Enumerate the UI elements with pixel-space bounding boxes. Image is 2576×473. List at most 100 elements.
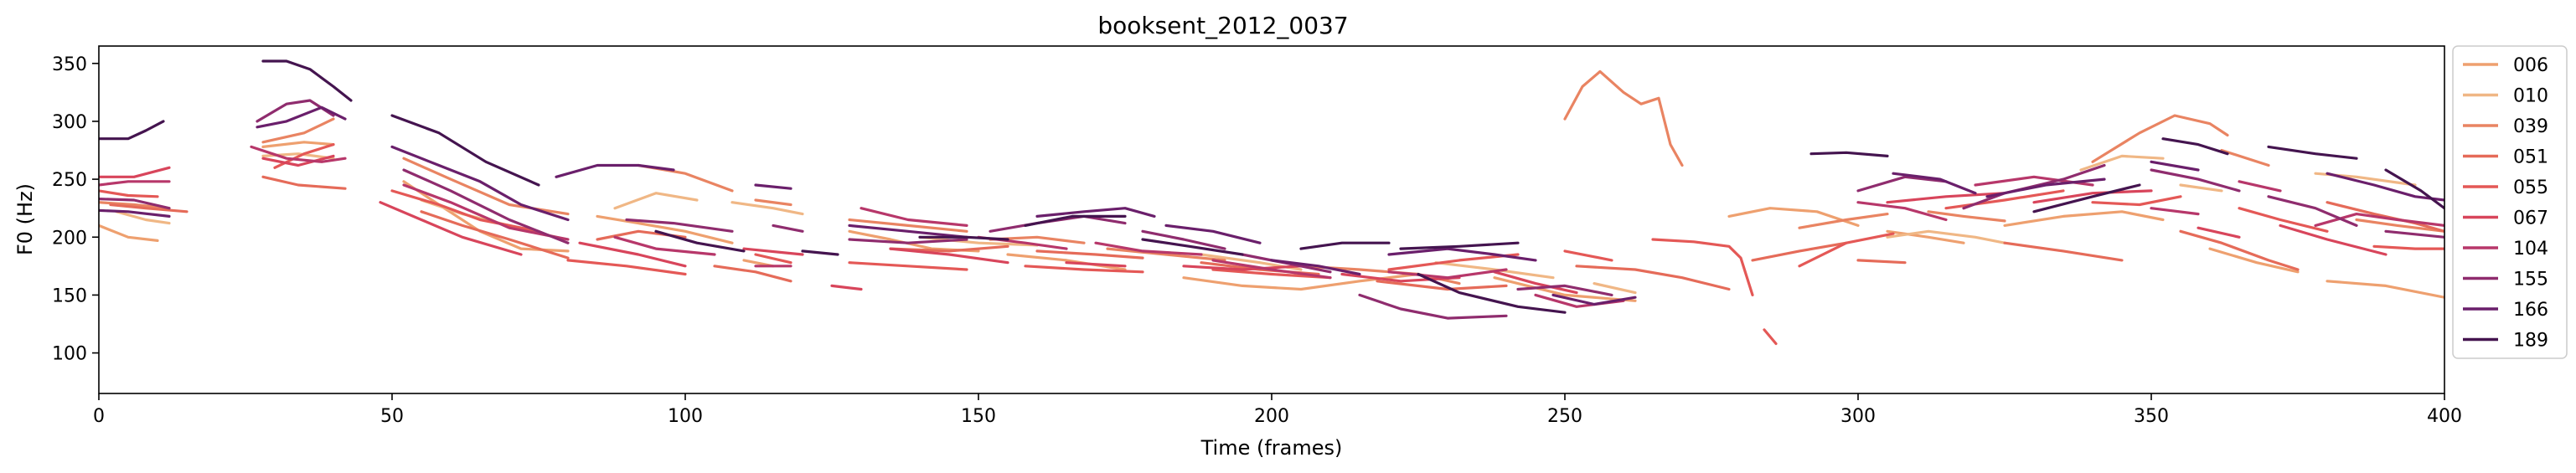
legend-item-006: 006 bbox=[2463, 55, 2548, 76]
series-166-segment-3 bbox=[555, 163, 675, 178]
series-104-segment-8 bbox=[1211, 259, 1332, 280]
series-067-segment-5 bbox=[830, 284, 863, 291]
series-189 bbox=[99, 59, 2444, 314]
series-039-segment-3 bbox=[637, 163, 734, 193]
series-051 bbox=[109, 175, 2444, 291]
legend-label-051: 051 bbox=[2513, 147, 2548, 168]
series-039-segment-12 bbox=[2091, 114, 2229, 163]
series-055-segment-5 bbox=[848, 261, 968, 271]
legend-label-155: 155 bbox=[2513, 270, 2548, 290]
x-tick-label-50: 50 bbox=[380, 406, 404, 427]
legend-label-010: 010 bbox=[2513, 86, 2548, 107]
series-067-segment-6 bbox=[889, 247, 1009, 265]
x-axis-label: Time (frames) bbox=[1200, 436, 1343, 460]
series-189-segment-15 bbox=[2384, 168, 2444, 210]
series-104 bbox=[99, 145, 2444, 308]
series-067-segment-3 bbox=[578, 241, 687, 268]
series-006-segment-13 bbox=[2326, 280, 2444, 299]
series-189-segment-9 bbox=[1399, 241, 1520, 250]
legend-item-155: 155 bbox=[2463, 270, 2548, 290]
legend-item-010: 010 bbox=[2463, 86, 2548, 107]
series-104-segment-9 bbox=[1387, 268, 1508, 280]
series-104-segment-5 bbox=[860, 207, 968, 227]
series-067-segment-1 bbox=[261, 154, 335, 167]
series-155-segment-7 bbox=[1141, 229, 1226, 250]
series-055-segment-10 bbox=[1651, 238, 1754, 296]
series-039-segment-13 bbox=[2220, 148, 2270, 167]
series-010-segment-0 bbox=[115, 210, 171, 225]
legend-item-104: 104 bbox=[2463, 239, 2548, 260]
series-155-segment-11 bbox=[1856, 175, 1948, 193]
series-055-segment-2 bbox=[390, 189, 540, 233]
series-189-segment-2 bbox=[390, 114, 540, 187]
series-189-segment-14 bbox=[2267, 145, 2358, 160]
legend-item-055: 055 bbox=[2463, 177, 2548, 198]
series-166-segment-11 bbox=[1892, 172, 1977, 195]
series-166-segment-10 bbox=[1551, 293, 1637, 306]
series-166-segment-2 bbox=[390, 145, 570, 222]
series-189-segment-12 bbox=[2032, 183, 2141, 213]
series-055-segment-11 bbox=[1763, 328, 1778, 346]
legend-label-189: 189 bbox=[2513, 331, 2548, 352]
series-104-segment-14 bbox=[2238, 180, 2282, 193]
x-tick-label-350: 350 bbox=[2134, 406, 2169, 427]
series-067-segment-13 bbox=[2197, 226, 2241, 239]
series-055-segment-6 bbox=[1024, 265, 1144, 274]
legend-label-006: 006 bbox=[2513, 55, 2548, 76]
series-055-segment-13 bbox=[1944, 189, 2065, 210]
series-055-segment-4 bbox=[754, 253, 792, 265]
y-tick-label-350: 350 bbox=[52, 54, 87, 75]
legend: 006 010 039 051 055 067 104 155 166 189 bbox=[2452, 45, 2568, 359]
series-051-segment-8 bbox=[1376, 280, 1508, 291]
legend-label-104: 104 bbox=[2513, 239, 2548, 260]
series-051-segment-10 bbox=[1751, 241, 1848, 262]
series-051-segment-9 bbox=[1575, 265, 1731, 291]
series-067-segment-7 bbox=[1065, 261, 1127, 268]
legend-label-055: 055 bbox=[2513, 177, 2548, 198]
series-010-segment-5 bbox=[918, 235, 1039, 247]
series-067-segment-4 bbox=[742, 247, 804, 256]
series-039 bbox=[99, 69, 2444, 285]
y-tick-label-300: 300 bbox=[52, 112, 87, 133]
series-051-segment-11 bbox=[1856, 259, 1907, 265]
series-189-segment-4 bbox=[801, 249, 839, 256]
series-166-segment-9 bbox=[1387, 247, 1537, 262]
series-189-segment-10 bbox=[1417, 272, 1567, 314]
series-067-segment-2 bbox=[379, 201, 523, 256]
series-155-segment-10 bbox=[1516, 284, 1613, 296]
series-055-segment-16 bbox=[2372, 244, 2444, 250]
series-166-segment-8 bbox=[1270, 259, 1361, 276]
series-006-segment-12 bbox=[2208, 247, 2300, 274]
legend-item-051: 051 bbox=[2463, 147, 2548, 168]
series-039-segment-0 bbox=[99, 201, 171, 210]
series-155-segment-9 bbox=[1358, 293, 1508, 320]
series-067-segment-10 bbox=[1493, 270, 1578, 295]
series-010-segment-8 bbox=[1593, 282, 1637, 295]
series-010-segment-4 bbox=[730, 201, 804, 216]
series-166-segment-12 bbox=[1985, 177, 2106, 198]
series-055-segment-7 bbox=[1211, 268, 1332, 280]
series-051-segment-13 bbox=[2179, 229, 2300, 271]
series-055 bbox=[99, 143, 2444, 346]
series-055-segment-12 bbox=[1798, 232, 1895, 268]
series-067-segment-12 bbox=[2032, 189, 2153, 204]
series-051-segment-12 bbox=[2003, 241, 2124, 262]
series-189-segment-7 bbox=[1141, 238, 1244, 256]
series-155-segment-2 bbox=[402, 168, 570, 244]
x-tick-label-100: 100 bbox=[668, 406, 703, 427]
series-051-segment-6 bbox=[1035, 249, 1144, 260]
y-tick-label-100: 100 bbox=[52, 344, 87, 365]
series-166-segment-13 bbox=[2150, 160, 2200, 172]
series-155-segment-15 bbox=[2384, 229, 2444, 239]
legend-label-039: 039 bbox=[2513, 116, 2548, 137]
series-010-segment-3 bbox=[613, 192, 699, 210]
x-tick-label-200: 200 bbox=[1254, 406, 1289, 427]
series-051-segment-1 bbox=[261, 175, 347, 190]
plot-area-frame bbox=[98, 45, 2445, 394]
series-067 bbox=[99, 154, 2388, 295]
series-104-segment-13 bbox=[2150, 207, 2200, 216]
series-051-segment-0 bbox=[109, 203, 188, 213]
y-tick-label-250: 250 bbox=[52, 170, 87, 191]
series-010-segment-9 bbox=[1886, 229, 2006, 244]
